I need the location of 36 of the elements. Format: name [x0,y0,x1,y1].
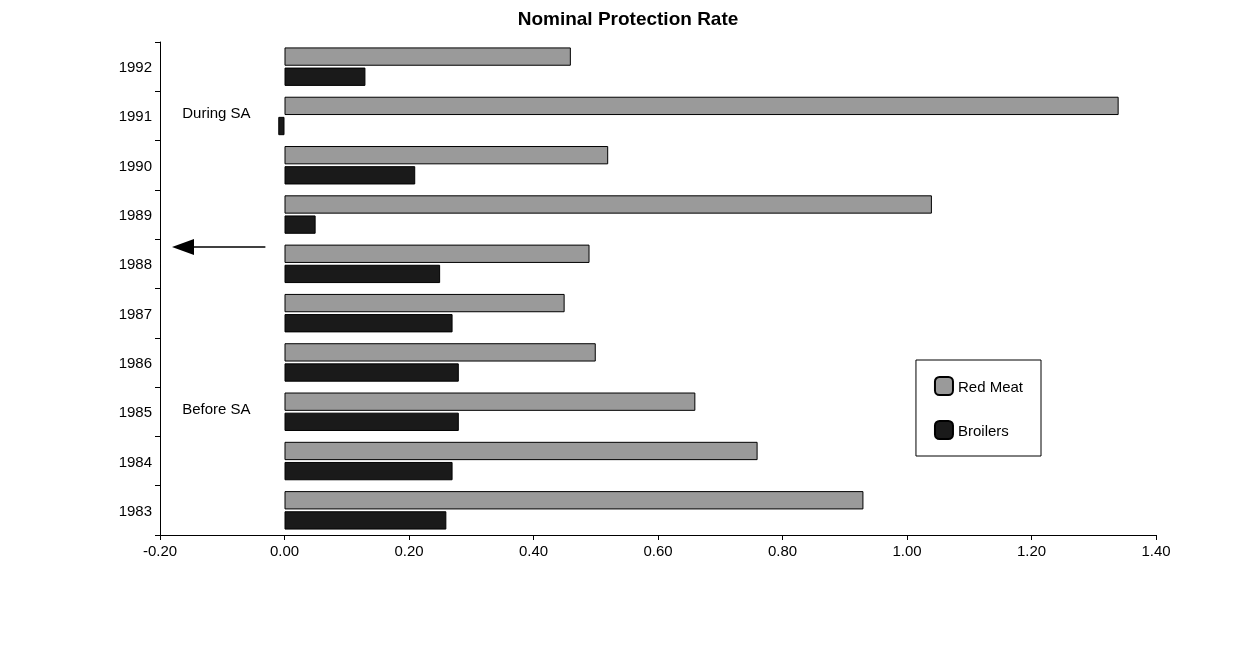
legend-label: Red Meat [957,377,1024,395]
annotation: During SA [182,104,251,122]
y-tick-label: 1990 [118,156,152,174]
y-tick-label: 1984 [118,452,152,470]
x-tick-label: 0.40 [518,542,549,559]
x-tick-label: 1.00 [892,542,922,559]
x-tick-label: -0.20 [142,542,178,559]
y-tick-label: 1988 [118,255,152,273]
bar [284,264,441,284]
y-tick-label: 1991 [118,107,152,125]
y-tick-label: 1986 [118,353,152,371]
y-tick-label: 1989 [118,206,152,224]
x-tick-label: 0.80 [767,542,798,559]
annotation: Before SA [182,400,251,418]
y-tick-label: 1983 [118,501,152,519]
x-tick-label: 0.20 [394,542,424,559]
x-tick-label: 0.60 [643,542,673,559]
bar [284,244,590,263]
bar [278,116,285,136]
x-tick-label: 0.00 [269,542,300,559]
bar [284,166,416,185]
bar [284,392,696,411]
x-tick-label: 1.20 [1016,542,1047,559]
y-tick-label: 1985 [118,403,152,421]
bar [284,293,565,313]
bar [284,441,758,461]
y-tick-label: 1992 [118,58,152,76]
bar [284,146,609,165]
x-tick-label: 1.40 [1141,542,1171,559]
legend-label: Broilers [957,421,1009,439]
bar [284,314,453,333]
bar [284,412,459,431]
y-tick-label: 1987 [118,304,152,322]
bar [284,461,453,481]
bar [284,96,1119,116]
chart-title: Nominal Protection Rate [517,8,739,29]
